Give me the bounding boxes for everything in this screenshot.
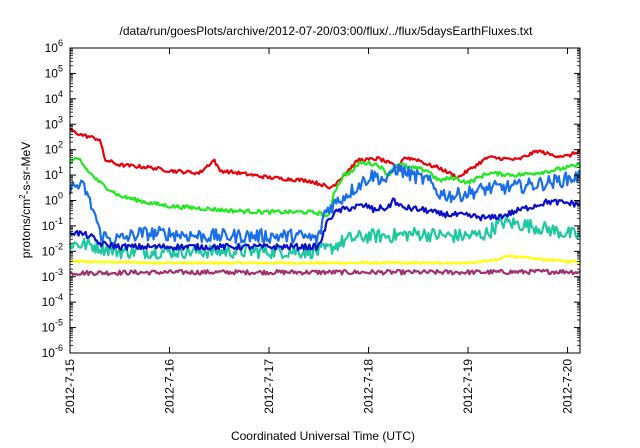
y-tick-label: 101	[45, 165, 63, 182]
chart-title: /data/run/goesPlots/archive/2012-07-20/0…	[120, 24, 534, 38]
y-tick-label: 10-4	[42, 292, 63, 309]
y-tick-label-base: 10	[42, 295, 56, 309]
y-axis-label-superscript: 2	[18, 194, 27, 199]
y-tick-label-base: 10	[45, 92, 59, 106]
y-tick-label-exponent: 2	[58, 140, 63, 150]
series-line-7	[69, 268, 581, 277]
y-axis-label-units: -s-sr-MeV	[19, 142, 33, 195]
y-tick-label-base: 10	[45, 194, 59, 208]
y-tick-label-exponent: -5	[55, 318, 63, 328]
series-line-2	[69, 156, 582, 218]
y-tick-label: 10-5	[42, 318, 63, 335]
y-tick-label: 10-2	[42, 241, 63, 258]
x-tick-label: 2012-7-16	[163, 359, 177, 414]
series-line-1	[69, 128, 581, 190]
y-tick-label: 105	[45, 63, 63, 80]
y-tick-label-base: 10	[45, 143, 59, 157]
y-tick-label-exponent: 6	[58, 38, 63, 48]
y-tick-label: 104	[45, 89, 63, 106]
y-axis-label: protons/cm2-s-sr-MeV	[18, 142, 33, 258]
y-tick-label-base: 10	[42, 270, 56, 284]
y-tick-label: 10-6	[42, 343, 63, 360]
y-tick-label-exponent: 3	[58, 114, 63, 124]
series-line-5	[68, 215, 582, 260]
series-line-4	[69, 197, 581, 251]
x-tick-label: 2012-7-18	[362, 359, 376, 414]
y-tick-label-base: 10	[42, 321, 56, 335]
y-tick-label-base: 10	[42, 219, 56, 233]
y-tick-label-exponent: 5	[58, 63, 63, 73]
y-tick-label: 106	[45, 38, 63, 55]
x-tick-label: 2012-7-17	[262, 359, 276, 414]
y-tick-label: 10-3	[42, 267, 63, 284]
x-axis-label: Coordinated Universal Time (UTC)	[231, 429, 415, 443]
x-tick-label: 2012-7-19	[461, 359, 475, 414]
plot-frame	[69, 47, 581, 354]
x-tick-label: 2012-7-15	[63, 359, 77, 414]
y-tick-label-exponent: -1	[55, 216, 63, 226]
y-axis-label-main: protons/cm	[19, 199, 33, 258]
y-tick-label: 100	[45, 191, 63, 208]
x-tick-label: 2012-7-20	[561, 359, 575, 414]
y-tick-label-base: 10	[42, 244, 56, 258]
y-tick-label-exponent: -6	[55, 343, 63, 353]
y-tick-label: 103	[45, 114, 63, 131]
y-tick-label: 102	[45, 140, 63, 157]
series-line-6	[69, 254, 581, 265]
y-tick-label-exponent: -2	[55, 241, 63, 251]
y-tick-label: 10-1	[42, 216, 63, 233]
y-tick-label-exponent: -4	[55, 292, 63, 302]
y-tick-label-exponent: 1	[58, 165, 63, 175]
y-tick-label-base: 10	[45, 41, 59, 55]
series-line-3	[68, 163, 581, 246]
series-layer	[68, 128, 582, 277]
y-tick-label-base: 10	[42, 346, 56, 360]
y-tick-label-base: 10	[45, 117, 59, 131]
y-tick-label-exponent: -3	[55, 267, 63, 277]
y-tick-label-exponent: 4	[58, 89, 63, 99]
y-tick-label-base: 10	[45, 168, 59, 182]
y-tick-label-exponent: 0	[58, 191, 63, 201]
axes-layer: 10610510410310210110010-110-210-310-410-…	[42, 38, 581, 414]
y-tick-label-base: 10	[45, 66, 59, 80]
